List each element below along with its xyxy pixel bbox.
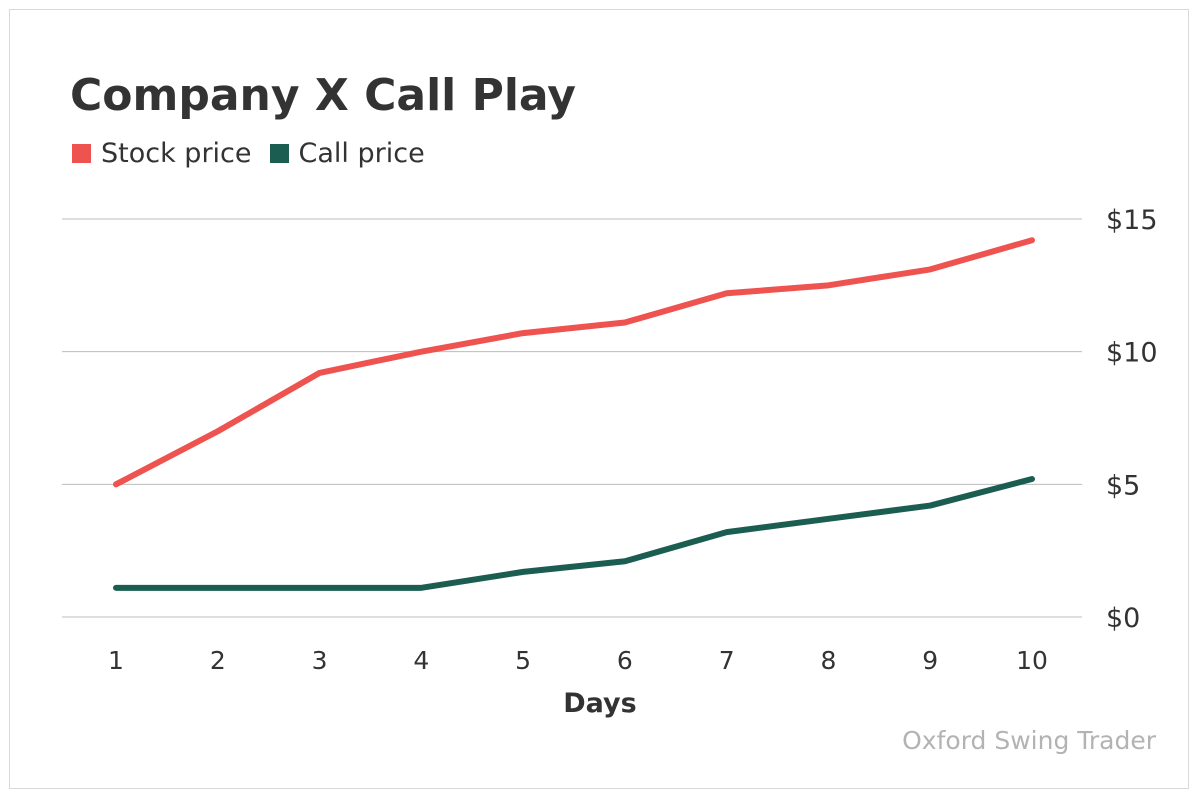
x-tick-label: 9 xyxy=(922,646,938,675)
series-line-call-price xyxy=(113,476,1035,591)
x-tick-label: 7 xyxy=(719,646,735,675)
watermark: Oxford Swing Trader xyxy=(902,726,1156,755)
legend-entry-stock: Stock price xyxy=(72,138,252,169)
x-tick-label: 5 xyxy=(515,646,531,675)
legend-entry-call: Call price xyxy=(269,138,425,169)
x-axis-label: Days xyxy=(563,688,636,719)
x-tick-label: 8 xyxy=(820,646,836,675)
x-tick-label: 10 xyxy=(1016,646,1048,675)
legend-label-stock: Stock price xyxy=(101,138,252,169)
y-tick-label: $0 xyxy=(1106,603,1140,634)
x-tick-label: 3 xyxy=(312,646,328,675)
legend-label-call: Call price xyxy=(298,138,425,169)
x-tick-label: 6 xyxy=(617,646,633,675)
chart-legend: Stock price Call price xyxy=(72,138,443,169)
x-tick-label: 4 xyxy=(413,646,429,675)
x-tick-label: 1 xyxy=(108,646,124,675)
series-line-stock-price xyxy=(113,237,1035,488)
x-tick-label: 2 xyxy=(210,646,226,675)
y-tick-label: $5 xyxy=(1106,470,1140,501)
legend-swatch-stock xyxy=(72,144,91,163)
chart-title: Company X Call Play xyxy=(70,70,576,121)
y-tick-label: $10 xyxy=(1106,338,1158,369)
chart-frame xyxy=(9,9,1189,789)
y-tick-label: $15 xyxy=(1106,205,1158,236)
legend-swatch-call xyxy=(269,144,289,163)
